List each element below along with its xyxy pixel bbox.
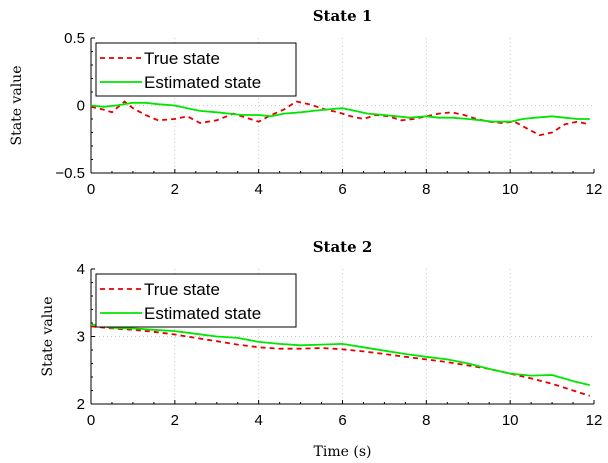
x-tick-label: 0 <box>87 412 95 429</box>
series-line-estimated-state <box>90 323 591 386</box>
x-tick-label: 4 <box>254 181 262 198</box>
legend-box <box>95 42 297 97</box>
y-axis-label: State value <box>9 66 25 146</box>
x-tick-label: 12 <box>586 181 603 198</box>
legend: True state Estimated state <box>95 273 297 328</box>
legend-box <box>95 273 297 328</box>
x-tick-label: 6 <box>338 412 346 429</box>
x-tick-label: 10 <box>502 412 519 429</box>
y-tick-label: 0.5 <box>64 30 85 47</box>
legend-label: Estimated state <box>144 304 261 323</box>
x-tick-label: 6 <box>338 181 346 198</box>
x-tick-label: 4 <box>254 412 262 429</box>
series-line-true-state <box>90 325 591 397</box>
x-tick-label: 2 <box>171 181 179 198</box>
x-tick-label: 8 <box>422 181 430 198</box>
x-tick-label: 2 <box>171 412 179 429</box>
x-tick-label: 0 <box>87 181 95 198</box>
legend-label: True state <box>144 49 220 68</box>
series-line-estimated-state <box>90 101 590 123</box>
y-tick-label: −0.5 <box>55 165 85 182</box>
series-line-true-state <box>90 100 590 137</box>
x-axis-label: Time (s) <box>314 444 372 460</box>
x-tick-label: 12 <box>586 412 603 429</box>
chart-title: State 1 <box>313 7 373 25</box>
y-axis-label: State value <box>40 297 56 377</box>
x-tick-label: 10 <box>502 181 519 198</box>
x-tick-label: 8 <box>422 412 430 429</box>
y-tick-label: 4 <box>77 261 85 278</box>
legend-label: Estimated state <box>144 73 261 92</box>
legend: True state Estimated state <box>95 42 297 97</box>
y-tick-label: 0 <box>77 98 85 115</box>
y-tick-label: 3 <box>77 329 85 346</box>
y-tick-label: 2 <box>77 396 85 413</box>
legend-label: True state <box>144 280 220 299</box>
chart-title: State 2 <box>313 238 373 256</box>
